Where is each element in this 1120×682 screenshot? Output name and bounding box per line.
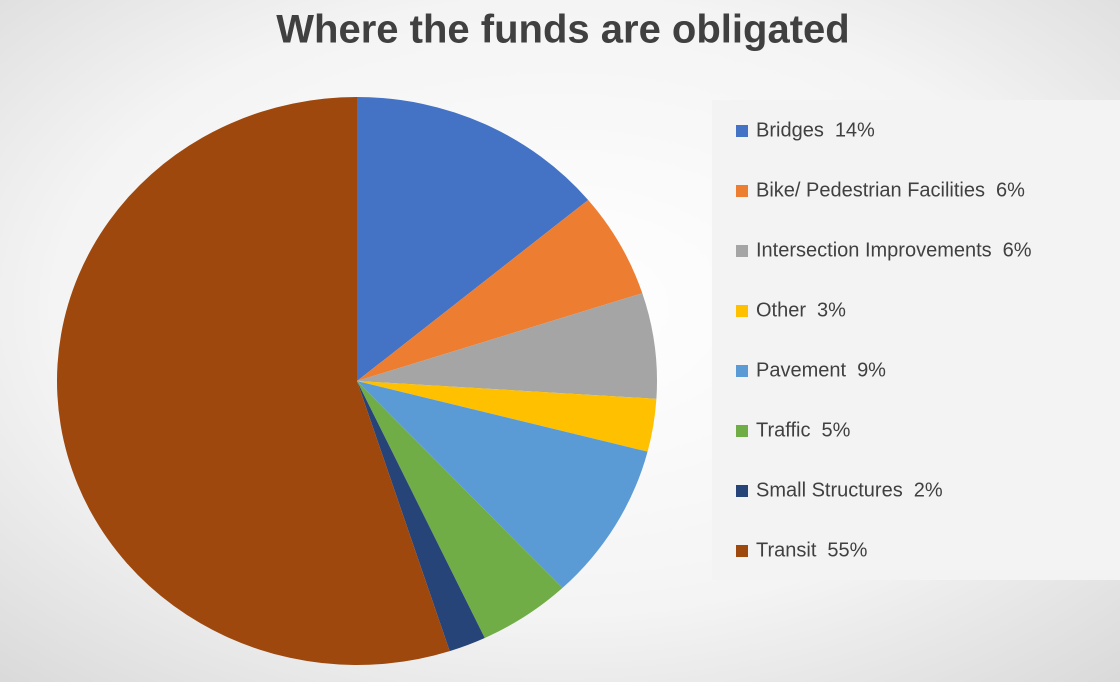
legend-marker bbox=[736, 125, 748, 137]
legend-label: Intersection Improvements bbox=[756, 239, 992, 261]
legend-value: 55% bbox=[827, 539, 867, 561]
pie-slice bbox=[357, 381, 563, 638]
legend-marker bbox=[736, 485, 748, 497]
chart-title: Where the funds are obligated bbox=[276, 8, 849, 52]
legend-value: 14% bbox=[835, 119, 875, 141]
legend-label: Bridges bbox=[756, 119, 824, 141]
pie-slice bbox=[357, 199, 643, 381]
legend-label: Pavement bbox=[756, 359, 846, 381]
legend-box bbox=[712, 100, 1120, 580]
legend-marker bbox=[736, 305, 748, 317]
legend-value: 5% bbox=[821, 419, 850, 441]
legend-value: 2% bbox=[914, 479, 943, 501]
legend-label: Bike/ Pedestrian Facilities bbox=[756, 179, 985, 201]
legend-marker bbox=[736, 545, 748, 557]
legend-label: Other bbox=[756, 299, 806, 321]
legend-marker bbox=[736, 365, 748, 377]
pie-slice bbox=[357, 293, 658, 399]
legend-marker bbox=[736, 425, 748, 437]
legend-value: 6% bbox=[1003, 239, 1032, 261]
legend-label: Small Structures bbox=[756, 479, 903, 501]
legend-marker bbox=[736, 185, 748, 197]
pie-slice bbox=[357, 381, 485, 652]
legend-value: 9% bbox=[857, 359, 886, 381]
pie-slice bbox=[357, 97, 589, 381]
legend-value: 6% bbox=[996, 179, 1025, 201]
legend-label: Traffic bbox=[756, 419, 810, 441]
pie-slice bbox=[357, 381, 648, 589]
legend-value: 3% bbox=[817, 299, 846, 321]
legend-marker bbox=[736, 245, 748, 257]
pie-slice bbox=[357, 381, 657, 452]
legend-label: Transit bbox=[756, 539, 817, 561]
pie-slice bbox=[56, 97, 450, 666]
